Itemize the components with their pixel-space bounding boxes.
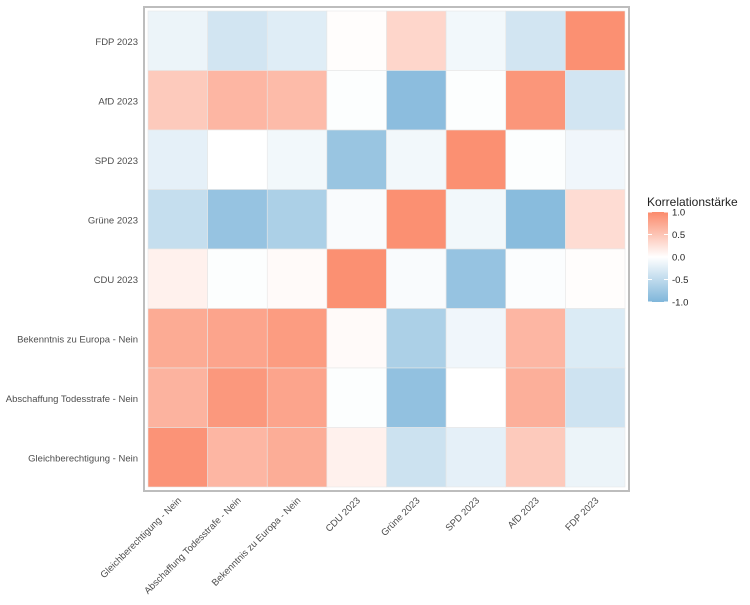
heatmap-cells [147, 10, 626, 488]
heatmap-cell [505, 427, 566, 488]
heatmap-cell [565, 308, 626, 369]
heatmap-cell [565, 10, 626, 71]
heatmap-cell [445, 70, 507, 131]
heatmap-cell [266, 129, 328, 190]
heatmap-cell [326, 129, 387, 190]
legend: Korrelationstärke 1.0 0.5 0.0 -0.5 -1.0 [647, 195, 738, 309]
heatmap-cell [505, 248, 566, 309]
legend-title: Korrelationstärke [647, 195, 738, 209]
heatmap-cell [147, 129, 208, 190]
x-tick-label: SPD 2023 [444, 495, 482, 533]
heatmap-cell [386, 70, 447, 131]
heatmap-cell [207, 70, 268, 131]
heatmap-cell [326, 308, 387, 369]
heatmap-cell [266, 189, 328, 250]
heatmap-cell [386, 427, 447, 488]
heatmap-cell [326, 367, 387, 428]
legend-ticks: 1.0 0.5 0.0 -0.5 -1.0 [648, 208, 688, 309]
heatmap-cell [147, 248, 208, 309]
heatmap-cell [207, 129, 268, 190]
y-tick-label: CDU 2023 [94, 275, 138, 286]
x-tick-label: AfD 2023 [506, 495, 542, 531]
heatmap-cell [147, 70, 208, 131]
legend-colorbar [648, 212, 668, 302]
heatmap-cell [207, 308, 268, 369]
heatmap-cell [386, 189, 447, 250]
heatmap-cell [386, 367, 447, 428]
heatmap-cell [505, 129, 566, 190]
y-tick-label: Abschaffung Todesstrafe - Nein [6, 394, 138, 405]
heatmap-cell [445, 10, 507, 71]
heatmap-cell [266, 367, 328, 428]
heatmap-cell [565, 129, 626, 190]
heatmap-cell [565, 367, 626, 428]
y-tick-label: Grüne 2023 [88, 215, 138, 226]
heatmap-cell [147, 189, 208, 250]
heatmap-cell [207, 427, 268, 488]
heatmap-cell [326, 10, 387, 71]
y-tick-label: AfD 2023 [98, 96, 138, 107]
heatmap-cell [266, 248, 328, 309]
heatmap-cell [386, 248, 447, 309]
heatmap-cell [266, 10, 328, 71]
heatmap-cell [445, 427, 507, 488]
heatmap-cell [207, 367, 268, 428]
heatmap-cell [207, 189, 268, 250]
y-tick-label: FDP 2023 [95, 37, 138, 48]
heatmap-cell [207, 10, 268, 71]
heatmap-cell [445, 129, 507, 190]
heatmap-cell [505, 70, 566, 131]
heatmap-cell [386, 308, 447, 369]
heatmap-cell [505, 10, 566, 71]
heatmap-cell [505, 367, 566, 428]
x-tick-label: FDP 2023 [563, 495, 601, 533]
heatmap-cell [386, 129, 447, 190]
heatmap-cell [565, 70, 626, 131]
y-tick-label: Gleichberechtigung - Nein [28, 453, 138, 464]
x-tick-label: Grüne 2023 [379, 495, 422, 538]
heatmap-cell [266, 308, 328, 369]
heatmap-cell [326, 189, 387, 250]
heatmap-cell [565, 248, 626, 309]
heatmap-cell [266, 427, 328, 488]
heatmap-cell [565, 189, 626, 250]
heatmap-cell [505, 308, 566, 369]
heatmap-cell [147, 10, 208, 71]
legend-tick-label: -0.5 [672, 275, 688, 286]
heatmap-cell [147, 427, 208, 488]
heatmap-cell [386, 10, 447, 71]
heatmap-cell [445, 189, 507, 250]
y-axis-labels: FDP 2023 AfD 2023 SPD 2023 Grüne 2023 CDU 20… [6, 37, 138, 465]
panel-border [143, 6, 630, 492]
heatmap-cell [565, 427, 626, 488]
heatmap-cell [326, 70, 387, 131]
heatmap-cell [266, 70, 328, 131]
y-tick-label: SPD 2023 [95, 156, 138, 167]
heatmap-cell [445, 367, 507, 428]
heatmap-cell [445, 248, 507, 309]
y-tick-label: Bekenntnis zu Europa - Nein [17, 334, 138, 345]
heatmap-cell [505, 189, 566, 250]
heatmap-cell [445, 308, 507, 369]
x-tick-label: CDU 2023 [324, 495, 363, 534]
legend-tick-label: 1.0 [672, 208, 685, 219]
heatmap-cell [326, 427, 387, 488]
x-tick-label: Abschaffung Todesstrafe - Nein [142, 495, 243, 596]
heatmap-cell [326, 248, 387, 309]
heatmap-cell [147, 308, 208, 369]
heatmap-cell [147, 367, 208, 428]
legend-tick-label: 0.0 [672, 253, 685, 264]
legend-tick-label: -1.0 [672, 298, 688, 309]
heatmap-cell [207, 248, 268, 309]
legend-tick-label: 0.5 [672, 230, 685, 241]
